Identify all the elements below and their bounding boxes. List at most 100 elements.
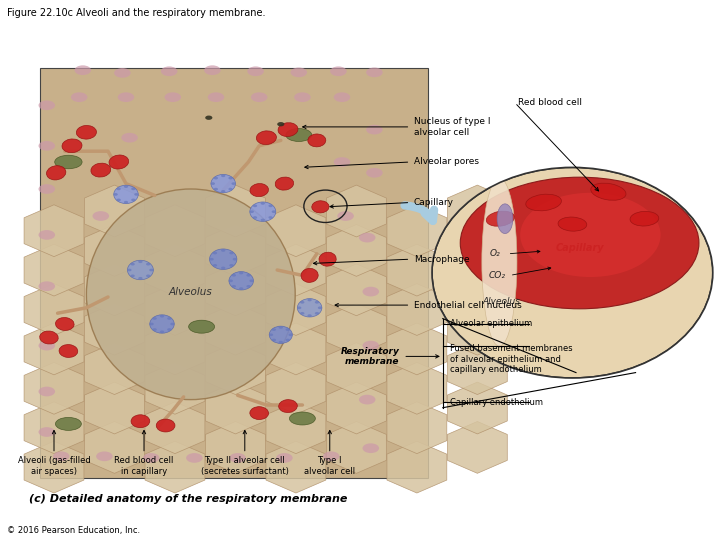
Ellipse shape: [269, 216, 273, 219]
Ellipse shape: [213, 264, 217, 267]
Ellipse shape: [366, 125, 383, 134]
Ellipse shape: [186, 453, 203, 463]
Ellipse shape: [229, 264, 233, 267]
Ellipse shape: [211, 174, 235, 193]
Polygon shape: [387, 205, 447, 256]
Ellipse shape: [279, 341, 283, 343]
Ellipse shape: [221, 190, 225, 193]
Polygon shape: [326, 264, 387, 316]
Ellipse shape: [269, 205, 273, 207]
Polygon shape: [84, 264, 145, 316]
Polygon shape: [24, 205, 84, 256]
Polygon shape: [84, 185, 145, 237]
Ellipse shape: [250, 407, 269, 420]
Ellipse shape: [114, 68, 131, 78]
Ellipse shape: [53, 451, 70, 461]
Ellipse shape: [250, 202, 276, 221]
Polygon shape: [326, 185, 387, 237]
Ellipse shape: [150, 322, 154, 325]
Ellipse shape: [323, 451, 340, 461]
Ellipse shape: [318, 307, 322, 309]
Ellipse shape: [39, 100, 55, 110]
Ellipse shape: [160, 330, 164, 333]
Ellipse shape: [315, 301, 319, 303]
Ellipse shape: [204, 65, 220, 75]
Ellipse shape: [127, 260, 153, 280]
Polygon shape: [447, 343, 508, 395]
Polygon shape: [266, 323, 326, 375]
Ellipse shape: [261, 219, 265, 221]
Ellipse shape: [146, 274, 150, 277]
Text: Red blood cell: Red blood cell: [518, 98, 582, 107]
Text: Figure 22.10c Alveoli and the respiratory membrane.: Figure 22.10c Alveoli and the respirator…: [7, 8, 266, 18]
Ellipse shape: [130, 274, 135, 277]
Ellipse shape: [275, 177, 294, 190]
Ellipse shape: [39, 281, 55, 291]
Polygon shape: [447, 225, 508, 276]
Ellipse shape: [286, 339, 290, 341]
Ellipse shape: [289, 412, 315, 425]
Polygon shape: [447, 422, 508, 474]
Polygon shape: [24, 362, 84, 414]
Polygon shape: [205, 303, 266, 355]
Polygon shape: [205, 264, 266, 316]
Ellipse shape: [221, 174, 225, 177]
Text: Type I
alveolar cell: Type I alveolar cell: [304, 456, 356, 476]
Ellipse shape: [96, 451, 113, 461]
Text: Fused basement membranes
of alveolar epithelium and
capillary endothelium: Fused basement membranes of alveolar epi…: [450, 344, 572, 374]
Polygon shape: [205, 343, 266, 395]
Ellipse shape: [300, 301, 305, 303]
Ellipse shape: [121, 133, 138, 143]
Ellipse shape: [91, 163, 111, 177]
Ellipse shape: [124, 185, 128, 188]
Ellipse shape: [170, 322, 174, 325]
Ellipse shape: [76, 125, 96, 139]
Ellipse shape: [131, 199, 135, 201]
Polygon shape: [84, 225, 145, 276]
Ellipse shape: [62, 139, 82, 153]
Ellipse shape: [231, 182, 235, 185]
Ellipse shape: [277, 122, 284, 126]
Ellipse shape: [256, 131, 276, 145]
Ellipse shape: [131, 187, 135, 190]
Polygon shape: [84, 422, 145, 474]
Ellipse shape: [210, 258, 214, 261]
Ellipse shape: [214, 177, 218, 179]
Text: Capillary: Capillary: [414, 198, 454, 207]
Ellipse shape: [55, 417, 81, 430]
Ellipse shape: [117, 187, 121, 190]
Ellipse shape: [359, 233, 376, 242]
Text: © 2016 Pearson Education, Inc.: © 2016 Pearson Education, Inc.: [7, 525, 140, 535]
Text: Respiratory
membrane: Respiratory membrane: [341, 347, 400, 366]
Ellipse shape: [558, 217, 587, 231]
Text: Red blood cell
in capillary: Red blood cell in capillary: [114, 456, 174, 476]
Ellipse shape: [232, 274, 236, 276]
Ellipse shape: [279, 326, 283, 329]
Ellipse shape: [271, 328, 276, 331]
Ellipse shape: [366, 68, 383, 77]
Ellipse shape: [131, 415, 150, 428]
Ellipse shape: [315, 312, 319, 315]
Ellipse shape: [278, 123, 298, 137]
Ellipse shape: [47, 166, 66, 180]
Polygon shape: [84, 382, 145, 434]
Ellipse shape: [337, 211, 354, 221]
Ellipse shape: [167, 328, 171, 331]
Ellipse shape: [301, 268, 318, 282]
Ellipse shape: [86, 189, 295, 400]
Ellipse shape: [246, 274, 251, 276]
Ellipse shape: [286, 129, 312, 141]
Polygon shape: [447, 264, 508, 316]
Ellipse shape: [334, 157, 350, 167]
Ellipse shape: [228, 177, 233, 179]
Ellipse shape: [297, 307, 302, 309]
Polygon shape: [145, 441, 205, 493]
Ellipse shape: [460, 177, 699, 309]
Polygon shape: [205, 422, 266, 474]
Ellipse shape: [124, 201, 128, 204]
Ellipse shape: [294, 92, 310, 102]
Polygon shape: [145, 362, 205, 414]
Ellipse shape: [308, 134, 325, 147]
Ellipse shape: [149, 268, 153, 271]
Ellipse shape: [526, 194, 562, 211]
